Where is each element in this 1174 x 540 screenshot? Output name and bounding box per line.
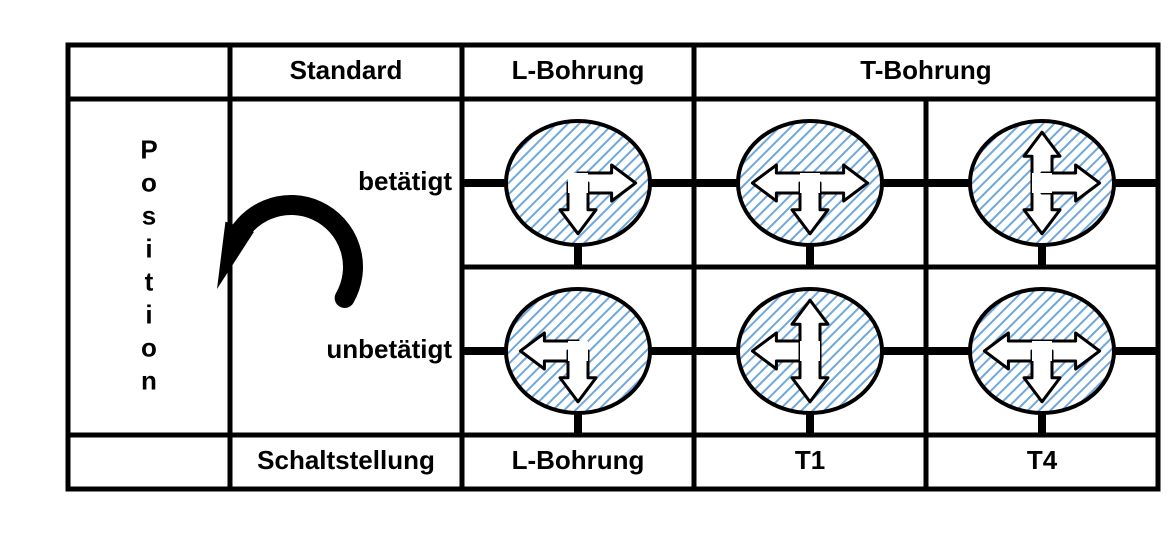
label-actuated: betätigt	[358, 166, 452, 196]
header-lbohrung: L-Bohrung	[512, 55, 645, 85]
valve-t1-actuated	[694, 121, 926, 289]
position-label: Position	[140, 134, 157, 395]
header-tbohrung: T-Bohrung	[860, 55, 991, 85]
svg-text:P: P	[140, 134, 157, 164]
svg-text:o: o	[141, 167, 157, 197]
svg-text:i: i	[145, 299, 152, 329]
valve-t4-actuated	[926, 121, 1158, 289]
svg-text:i: i	[145, 233, 152, 263]
footer-t1: T1	[795, 445, 825, 475]
svg-text:o: o	[141, 332, 157, 362]
svg-text:n: n	[141, 365, 157, 395]
header-standard: Standard	[290, 55, 403, 85]
label-unactuated: unbetätigt	[326, 334, 452, 364]
footer-schaltstellung: Schaltstellung	[257, 445, 435, 475]
valve-lbohrung-unactuated	[462, 289, 694, 457]
svg-text:t: t	[145, 266, 154, 296]
table-grid	[68, 45, 1158, 489]
footer-t4: T4	[1027, 445, 1058, 475]
svg-text:s: s	[142, 200, 156, 230]
footer-lbohrung: L-Bohrung	[512, 445, 645, 475]
rotation-arrow	[217, 205, 353, 298]
valve-t4-unactuated	[926, 289, 1158, 457]
valve-lbohrung-actuated	[462, 121, 694, 289]
valve-t1-unactuated	[694, 289, 926, 457]
